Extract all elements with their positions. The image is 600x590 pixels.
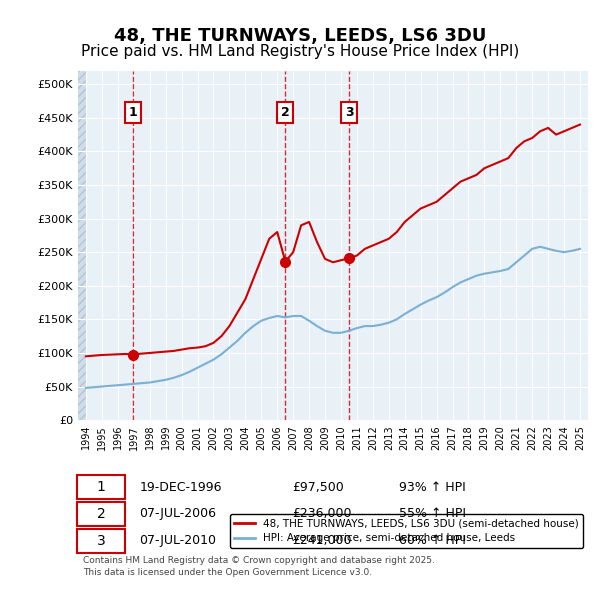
Text: £236,000: £236,000 [292, 507, 352, 520]
FancyBboxPatch shape [77, 476, 125, 499]
Text: 07-JUL-2010: 07-JUL-2010 [139, 535, 216, 548]
Text: 2: 2 [97, 507, 106, 520]
Text: £241,000: £241,000 [292, 535, 352, 548]
Text: 48, THE TURNWAYS, LEEDS, LS6 3DU: 48, THE TURNWAYS, LEEDS, LS6 3DU [114, 27, 486, 45]
Text: 2: 2 [281, 106, 290, 119]
FancyBboxPatch shape [77, 502, 125, 526]
FancyBboxPatch shape [77, 529, 125, 553]
Text: 93% ↑ HPI: 93% ↑ HPI [400, 481, 466, 494]
Legend: 48, THE TURNWAYS, LEEDS, LS6 3DU (semi-detached house), HPI: Average price, semi: 48, THE TURNWAYS, LEEDS, LS6 3DU (semi-d… [230, 514, 583, 548]
Text: 60% ↑ HPI: 60% ↑ HPI [400, 535, 466, 548]
Text: 07-JUL-2006: 07-JUL-2006 [139, 507, 216, 520]
Text: Contains HM Land Registry data © Crown copyright and database right 2025.
This d: Contains HM Land Registry data © Crown c… [83, 556, 435, 577]
Text: 55% ↑ HPI: 55% ↑ HPI [400, 507, 466, 520]
Text: 3: 3 [345, 106, 353, 119]
Text: 1: 1 [97, 480, 106, 494]
Text: 19-DEC-1996: 19-DEC-1996 [139, 481, 222, 494]
Text: 1: 1 [129, 106, 137, 119]
Text: £97,500: £97,500 [292, 481, 344, 494]
Text: 3: 3 [97, 534, 106, 548]
Text: Price paid vs. HM Land Registry's House Price Index (HPI): Price paid vs. HM Land Registry's House … [81, 44, 519, 59]
